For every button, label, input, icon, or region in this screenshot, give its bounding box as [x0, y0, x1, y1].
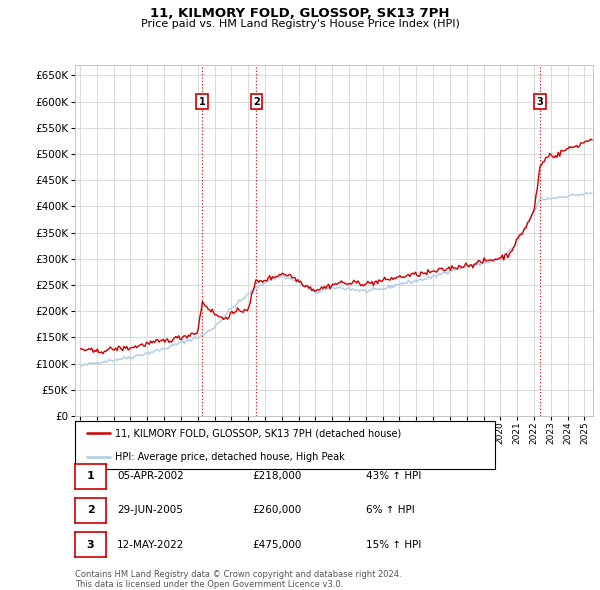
Text: 05-APR-2002: 05-APR-2002 — [117, 471, 184, 481]
Text: £218,000: £218,000 — [252, 471, 301, 481]
Text: 1: 1 — [87, 471, 94, 481]
Text: 15% ↑ HPI: 15% ↑ HPI — [366, 540, 421, 549]
Text: HPI: Average price, detached house, High Peak: HPI: Average price, detached house, High… — [115, 453, 344, 463]
Text: 11, KILMORY FOLD, GLOSSOP, SK13 7PH (detached house): 11, KILMORY FOLD, GLOSSOP, SK13 7PH (det… — [115, 429, 401, 439]
Text: £475,000: £475,000 — [252, 540, 301, 549]
Text: 2: 2 — [253, 97, 260, 107]
Text: 29-JUN-2005: 29-JUN-2005 — [117, 506, 183, 515]
Text: This data is licensed under the Open Government Licence v3.0.: This data is licensed under the Open Gov… — [75, 579, 343, 589]
Text: £260,000: £260,000 — [252, 506, 301, 515]
Text: 3: 3 — [536, 97, 544, 107]
Text: 43% ↑ HPI: 43% ↑ HPI — [366, 471, 421, 481]
Text: 1: 1 — [199, 97, 206, 107]
Text: 6% ↑ HPI: 6% ↑ HPI — [366, 506, 415, 515]
Text: 3: 3 — [87, 540, 94, 549]
Text: Contains HM Land Registry data © Crown copyright and database right 2024.: Contains HM Land Registry data © Crown c… — [75, 570, 401, 579]
Text: 2: 2 — [87, 506, 94, 515]
Text: Price paid vs. HM Land Registry's House Price Index (HPI): Price paid vs. HM Land Registry's House … — [140, 19, 460, 30]
Text: 12-MAY-2022: 12-MAY-2022 — [117, 540, 184, 549]
Text: 11, KILMORY FOLD, GLOSSOP, SK13 7PH: 11, KILMORY FOLD, GLOSSOP, SK13 7PH — [150, 7, 450, 20]
